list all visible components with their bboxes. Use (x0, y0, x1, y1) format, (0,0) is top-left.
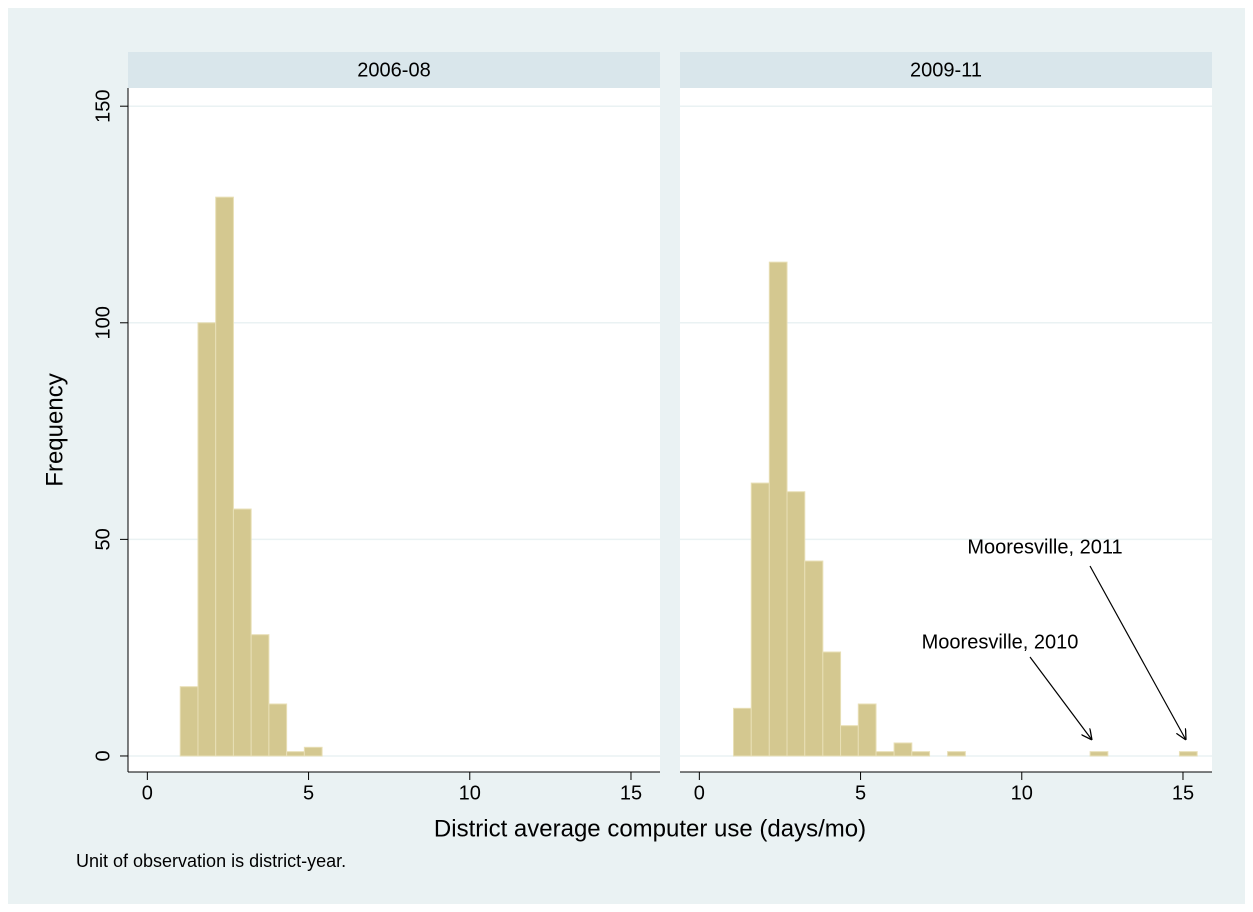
bar (750, 482, 770, 757)
bar (911, 751, 931, 757)
bar (286, 751, 305, 757)
y-tick-label: 150 (92, 90, 114, 123)
note: Unit of observation is district-year. (76, 851, 346, 871)
annotation-arrow (1029, 656, 1092, 740)
x-tick-label: 5 (303, 782, 314, 804)
y-tick-label: 0 (92, 750, 114, 761)
bar (786, 491, 806, 757)
annotation-arrow (1089, 565, 1186, 740)
annotation: Mooresville, 2010 (922, 631, 1079, 653)
y-axis-title: Frequency (41, 373, 68, 486)
bar (215, 196, 234, 757)
panel-title: 2009-11 (910, 59, 982, 81)
y-tick-label: 100 (92, 306, 114, 339)
bar (822, 651, 842, 757)
x-tick-label: 10 (459, 782, 481, 804)
bar (893, 742, 913, 757)
panel-header (128, 52, 660, 88)
annotation: Mooresville, 2011 (967, 536, 1122, 558)
bar (232, 508, 252, 757)
panel-header (680, 52, 1212, 88)
bar (303, 746, 323, 757)
bar (947, 751, 966, 757)
bar (250, 634, 270, 757)
x-axis-title: District average computer use (days/mo) (434, 815, 866, 842)
bar (875, 751, 895, 757)
bar (197, 322, 217, 757)
bar (179, 686, 199, 757)
bar (857, 703, 877, 757)
bar (1089, 751, 1109, 757)
bar (840, 725, 859, 757)
panel-title: 2006-08 (357, 59, 430, 81)
bar (733, 707, 752, 757)
x-tick-label: 0 (694, 782, 705, 804)
x-tick-label: 10 (1011, 782, 1033, 804)
x-tick-label: 5 (855, 782, 866, 804)
x-tick-label: 15 (620, 782, 642, 804)
x-tick-label: 15 (1172, 782, 1194, 804)
x-tick-label: 0 (142, 782, 153, 804)
y-tick-label: 50 (92, 528, 114, 550)
bar (1178, 751, 1198, 757)
bar (768, 261, 788, 757)
bar (268, 703, 288, 757)
bar (804, 560, 824, 757)
